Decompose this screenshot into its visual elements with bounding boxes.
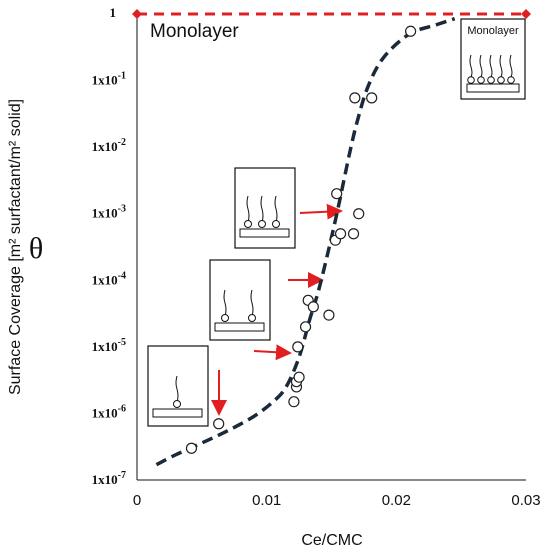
data-point: [293, 371, 305, 383]
inset-three-molecules: [234, 167, 296, 249]
inset-one-molecule: [147, 345, 209, 427]
data-point: [288, 396, 300, 408]
x-axis-title: Ce/CMC: [301, 532, 362, 549]
data-point: [334, 228, 347, 240]
inset-monolayer-molecules: [467, 54, 515, 84]
data-point: [185, 442, 198, 454]
data-point: [404, 25, 417, 37]
y-tick-label: 1: [110, 5, 117, 20]
arrow-inset-1b: [253, 344, 292, 361]
data-point: [366, 92, 378, 104]
fit-curve: [155, 17, 456, 467]
inset-two-molecules: [209, 259, 271, 341]
monolayer-label: Monolayer: [150, 21, 239, 42]
y-axis-title: Surface Coverage [m² surfactant/m² solid…: [7, 99, 24, 395]
inset-monolayer: Monolayer: [460, 18, 526, 100]
y-tick-label: 1x10-7: [92, 470, 126, 487]
reference-line-group: [132, 9, 531, 19]
data-point: [292, 341, 304, 353]
x-tick-label: 0.02: [382, 492, 411, 509]
data-point: [349, 92, 361, 104]
data-point: [347, 228, 360, 240]
data-point: [353, 208, 365, 220]
y-tick-label: 1x10-2: [92, 137, 126, 154]
inset-3-surface: [239, 228, 290, 238]
y-tick-labels: 1x10-7 1x10-6 1x10-5 1x10-4 1x10-3 1x10-2 1x10…: [92, 5, 126, 487]
x-tick-label: 0.01: [252, 492, 281, 509]
inset-monolayer-surface: [466, 83, 520, 93]
data-point: [213, 418, 225, 430]
data-point: [323, 309, 335, 321]
y-tick-label: 1x10-6: [92, 403, 126, 420]
data-point: [299, 321, 312, 333]
y-tick-label: 1x10-4: [92, 270, 126, 287]
x-tick-label: 0.03: [511, 492, 540, 509]
y-tick-label: 1x10-5: [92, 337, 126, 354]
x-tick-labels: 0 0.01 0.02 0.03: [133, 492, 541, 509]
x-tick-label: 0: [133, 492, 141, 509]
inset-1-surface: [152, 408, 203, 418]
reference-line-marker: [132, 9, 142, 19]
inset-monolayer-label: Monolayer: [467, 25, 519, 37]
data-point: [331, 188, 343, 200]
y-tick-label: 1x10-3: [92, 204, 126, 221]
inset-2-surface: [214, 322, 265, 332]
theta-symbol: θ: [29, 232, 43, 265]
arrow-inset-3: [299, 203, 343, 220]
fit-curve-group: [155, 17, 456, 467]
data-points-group: [185, 25, 417, 454]
data-point: [307, 301, 319, 313]
y-tick-label: 1x10-1: [92, 71, 126, 88]
reference-line-marker: [521, 9, 531, 19]
